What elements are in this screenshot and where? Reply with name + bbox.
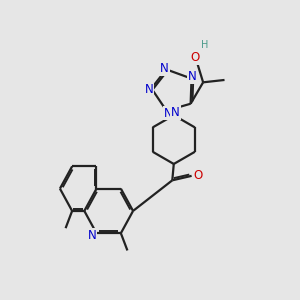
Text: N: N [164,106,172,119]
Text: N: N [188,70,197,83]
Text: N: N [88,229,96,242]
Text: O: O [190,51,200,64]
Text: N: N [160,62,169,75]
Text: H: H [201,40,208,50]
Text: N: N [171,106,180,119]
Text: O: O [194,169,203,182]
Text: N: N [144,83,153,96]
